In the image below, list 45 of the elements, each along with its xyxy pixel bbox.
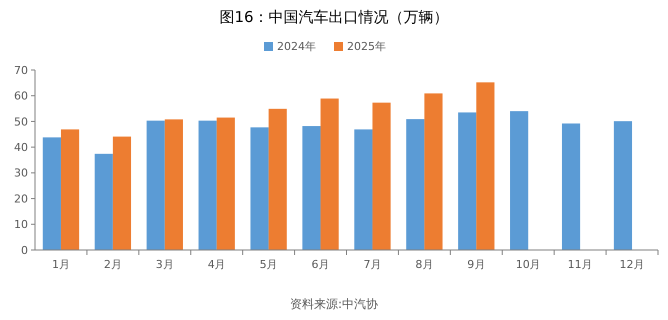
bar [372, 102, 391, 250]
x-tick-label: 6月 [312, 258, 330, 271]
x-tick-label: 3月 [156, 258, 174, 271]
bar [302, 126, 321, 250]
bar [406, 119, 424, 250]
bar [250, 127, 269, 250]
bar [424, 93, 443, 250]
legend-label: 2024年 [277, 40, 316, 53]
x-tick-label: 12月 [620, 258, 645, 271]
bar [510, 111, 528, 250]
y-tick-label: 0 [21, 244, 28, 257]
y-tick-label: 40 [14, 140, 28, 154]
bar [476, 82, 494, 250]
bar [94, 154, 113, 250]
bar [146, 120, 165, 250]
x-tick-label: 5月 [260, 258, 278, 271]
y-tick-label: 10 [14, 218, 28, 232]
bar [198, 120, 217, 250]
y-tick-label: 30 [14, 166, 28, 180]
x-tick-label: 9月 [467, 258, 486, 271]
y-tick-label: 60 [14, 90, 28, 103]
chart-title: 图16：中国汽车出口情况（万辆） [219, 8, 449, 26]
bar [42, 137, 61, 250]
bar [320, 98, 339, 250]
bar [164, 119, 183, 250]
y-tick-label: 20 [14, 192, 28, 206]
bar [614, 121, 632, 250]
y-tick-label: 50 [14, 115, 28, 128]
bar [60, 129, 80, 250]
x-tick-label: 11月 [568, 258, 593, 271]
x-tick-label: 2月 [104, 258, 122, 271]
x-tick-label: 4月 [208, 258, 226, 271]
bar [268, 108, 287, 250]
x-tick-label: 8月 [415, 258, 434, 271]
legend-label: 2025年 [347, 40, 386, 53]
x-tick-label: 10月 [516, 258, 541, 271]
bar [216, 118, 235, 250]
bar [562, 123, 580, 250]
y-tick-label: 70 [14, 64, 28, 77]
x-tick-label: 1月 [52, 258, 70, 271]
bar [458, 112, 476, 250]
x-tick-label: 7月 [363, 258, 382, 271]
bar [112, 136, 132, 250]
bar [354, 129, 372, 250]
text: 资料来源:中汽协 [290, 297, 378, 311]
